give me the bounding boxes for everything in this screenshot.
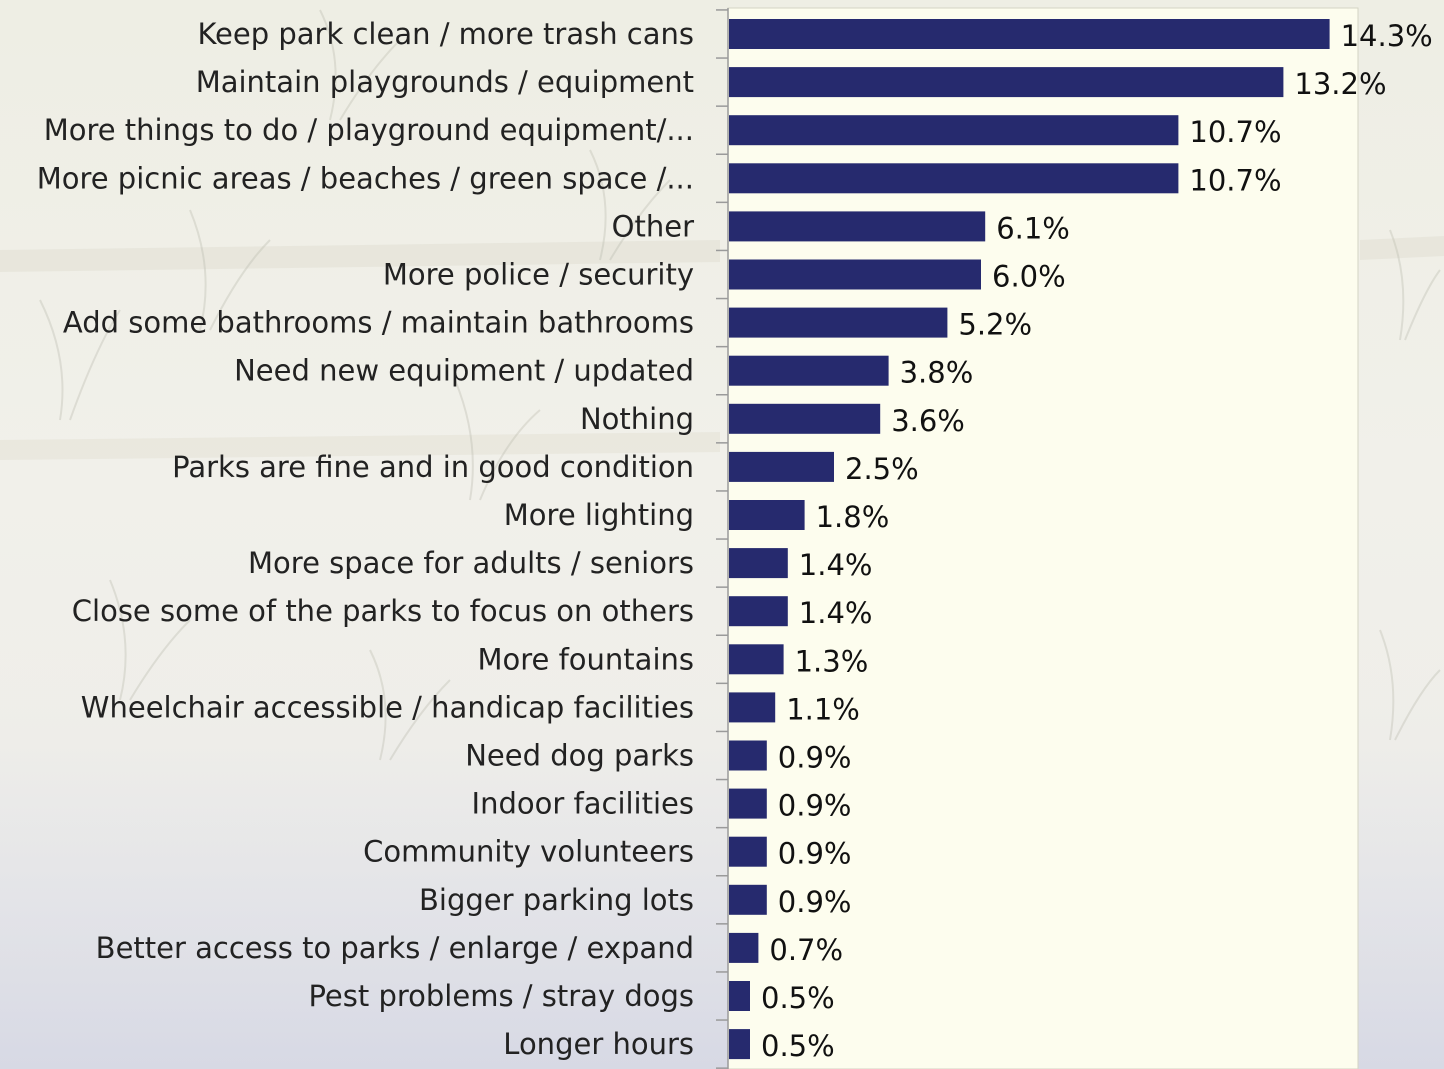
data-label: 6.0% [992, 260, 1066, 294]
data-label: 0.9% [778, 741, 852, 775]
bar [729, 981, 750, 1011]
bar [729, 788, 767, 819]
category-label: More things to do / playground equipment… [44, 113, 694, 147]
data-label: 14.3% [1341, 19, 1433, 53]
bar [729, 451, 834, 482]
bar [729, 740, 767, 771]
data-label: 0.5% [761, 981, 835, 1015]
bar [729, 211, 986, 242]
bar [729, 500, 805, 530]
bar [729, 259, 981, 290]
data-label: 1.3% [795, 644, 869, 678]
data-label: 1.8% [816, 500, 890, 534]
category-label: Keep park clean / more trash cans [197, 17, 694, 51]
data-label: 3.8% [900, 356, 974, 390]
category-label: Longer hours [503, 1027, 694, 1061]
bar [729, 644, 784, 675]
bar [729, 163, 1179, 194]
bar [729, 884, 767, 915]
category-label: Nothing [580, 402, 694, 436]
data-label: 5.2% [958, 308, 1032, 342]
data-label: 10.7% [1189, 115, 1281, 149]
bar [729, 692, 776, 723]
bar [729, 1029, 750, 1060]
category-label: Other [612, 209, 694, 243]
category-label: More fountains [477, 642, 694, 676]
category-label: Need new equipment / updated [234, 354, 694, 388]
data-label: 0.7% [769, 933, 843, 967]
data-label: 10.7% [1189, 163, 1281, 197]
category-label: More police / security [383, 258, 694, 292]
data-label: 1.4% [799, 548, 873, 582]
category-label: Community volunteers [363, 835, 694, 869]
data-label: 0.5% [761, 1029, 835, 1063]
data-label: 0.9% [778, 837, 852, 871]
data-label: 6.1% [996, 211, 1070, 245]
category-label: Maintain playgrounds / equipment [196, 65, 694, 99]
bar [729, 932, 759, 963]
category-label: Indoor facilities [472, 787, 694, 821]
category-label: More lighting [504, 498, 694, 532]
bar [729, 115, 1179, 146]
bar [729, 596, 788, 627]
category-label: Close some of the parks to focus on othe… [72, 594, 694, 628]
category-label: Parks are fine and in good condition [172, 450, 694, 484]
data-label: 1.1% [786, 692, 860, 726]
bar [729, 403, 881, 434]
category-label: Better access to parks / enlarge / expan… [96, 931, 694, 965]
data-label: 0.9% [778, 885, 852, 919]
category-label: More space for adults / seniors [248, 546, 694, 580]
bar [729, 67, 1284, 98]
category-label: Bigger parking lots [419, 883, 694, 917]
data-label: 2.5% [845, 452, 919, 486]
category-label: Pest problems / stray dogs [308, 979, 694, 1013]
bar [729, 19, 1330, 49]
bar [729, 548, 788, 579]
bar [729, 355, 889, 386]
data-label: 0.9% [778, 789, 852, 823]
category-label: Need dog parks [465, 739, 694, 773]
data-label: 3.6% [891, 404, 965, 438]
bar [729, 836, 767, 867]
data-label: 1.4% [799, 596, 873, 630]
bar [729, 307, 948, 338]
data-label: 13.2% [1294, 67, 1386, 101]
category-label: Wheelchair accessible / handicap facilit… [81, 690, 694, 724]
category-label: Add some bathrooms / maintain bathrooms [63, 306, 694, 340]
category-label: More picnic areas / beaches / green spac… [37, 161, 694, 195]
